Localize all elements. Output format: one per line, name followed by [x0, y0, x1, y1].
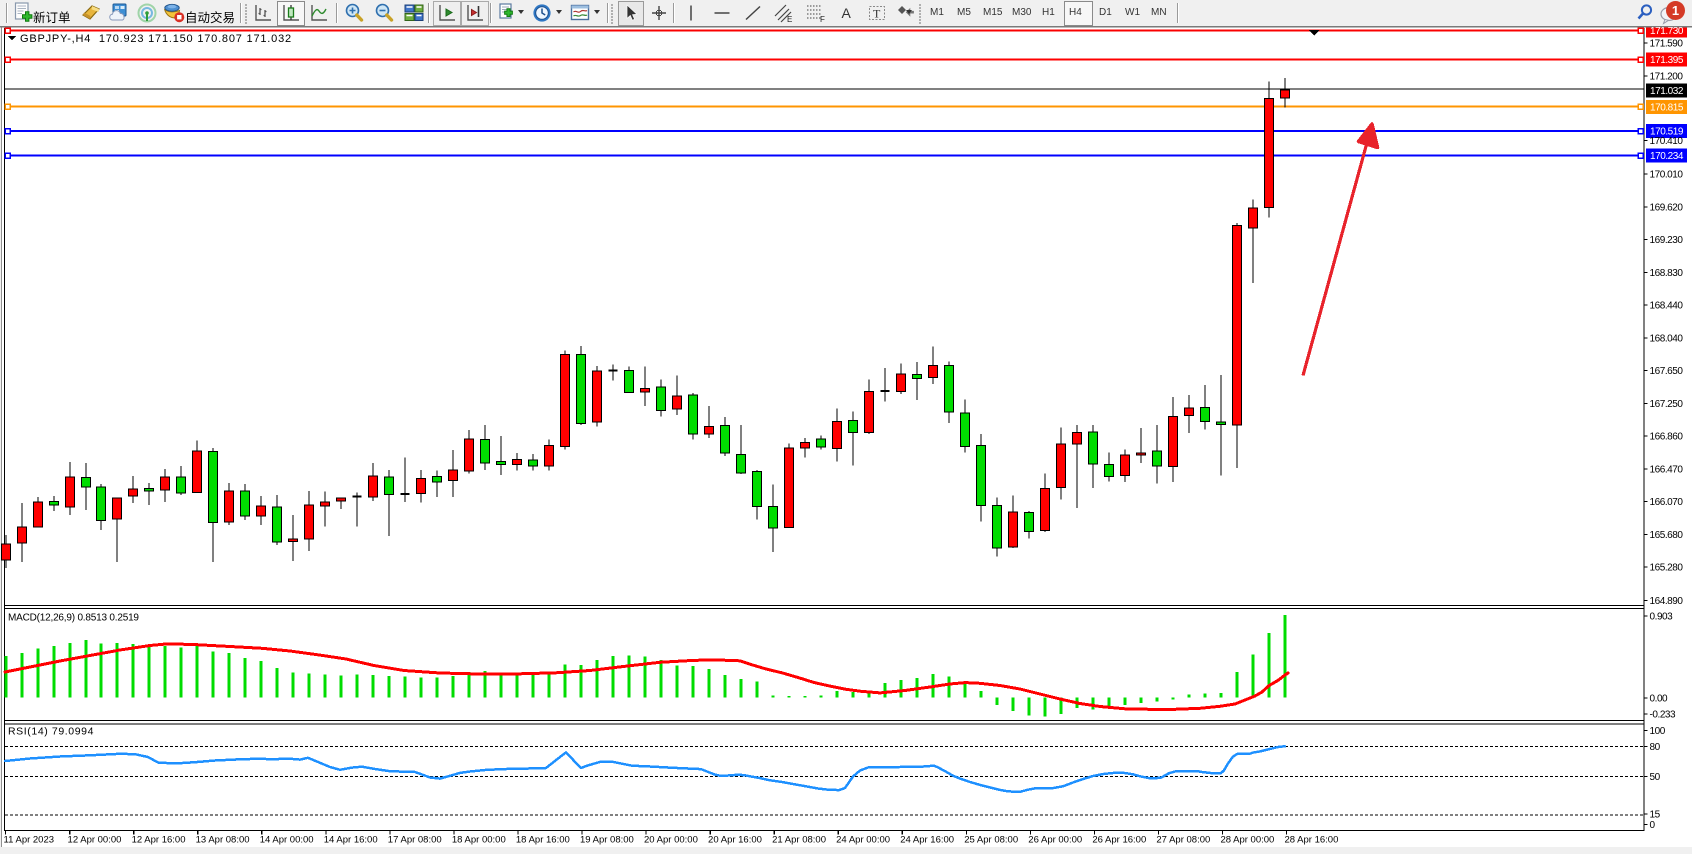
svg-text:RSI(14) 79.0994: RSI(14) 79.0994 [8, 726, 94, 738]
svg-text:171.730: 171.730 [1650, 26, 1684, 37]
svg-text:GBPJPY-,H4 170.923 171.150 17: GBPJPY-,H4 170.923 171.150 170.807 171.0… [20, 33, 292, 45]
svg-text:170.815: 170.815 [1650, 103, 1684, 114]
svg-text:18 Apr 00:00: 18 Apr 00:00 [452, 835, 506, 846]
svg-text:14 Apr 16:00: 14 Apr 16:00 [324, 835, 378, 846]
svg-text:167.250: 167.250 [1650, 399, 1684, 410]
svg-text:11 Apr 2023: 11 Apr 2023 [4, 835, 55, 846]
svg-text:0: 0 [1650, 820, 1656, 831]
svg-text:26 Apr 16:00: 26 Apr 16:00 [1092, 835, 1146, 846]
svg-text:19 Apr 08:00: 19 Apr 08:00 [580, 835, 634, 846]
svg-text:T: T [873, 7, 881, 21]
svg-text:A: A [842, 5, 852, 21]
svg-text:0.00: 0.00 [1650, 694, 1669, 705]
svg-text:E: E [787, 15, 792, 23]
svg-text:169.230: 169.230 [1650, 235, 1684, 246]
svg-text:12 Apr 00:00: 12 Apr 00:00 [68, 835, 122, 846]
svg-text:20 Apr 00:00: 20 Apr 00:00 [644, 835, 698, 846]
svg-text:80: 80 [1650, 742, 1661, 753]
svg-text:15: 15 [1650, 810, 1661, 821]
svg-text:168.040: 168.040 [1650, 333, 1684, 344]
svg-text:170.410: 170.410 [1650, 136, 1684, 147]
svg-text:26 Apr 00:00: 26 Apr 00:00 [1028, 835, 1082, 846]
svg-text:164.890: 164.890 [1650, 596, 1684, 607]
svg-text:165.280: 165.280 [1650, 563, 1684, 574]
svg-text:24 Apr 00:00: 24 Apr 00:00 [836, 835, 890, 846]
svg-text:171.200: 171.200 [1650, 72, 1684, 83]
svg-text:14 Apr 00:00: 14 Apr 00:00 [260, 835, 314, 846]
svg-text:166.070: 166.070 [1650, 497, 1684, 508]
svg-text:27 Apr 08:00: 27 Apr 08:00 [1156, 835, 1210, 846]
svg-text:170.519: 170.519 [1650, 127, 1684, 138]
svg-text:12 Apr 16:00: 12 Apr 16:00 [132, 835, 186, 846]
svg-text:166.470: 166.470 [1650, 464, 1684, 475]
svg-text:165.680: 165.680 [1650, 530, 1684, 541]
svg-text:100: 100 [1650, 726, 1666, 737]
svg-text:168.440: 168.440 [1650, 301, 1684, 312]
svg-text:F: F [820, 15, 825, 23]
svg-text:168.830: 168.830 [1650, 268, 1684, 279]
svg-text:25 Apr 08:00: 25 Apr 08:00 [964, 835, 1018, 846]
svg-text:0.903: 0.903 [1650, 612, 1674, 623]
svg-text:-0.233: -0.233 [1650, 710, 1677, 721]
svg-text:170.234: 170.234 [1650, 151, 1684, 162]
svg-text:20 Apr 16:00: 20 Apr 16:00 [708, 835, 762, 846]
svg-text:171.395: 171.395 [1650, 55, 1684, 66]
svg-text:167.650: 167.650 [1650, 366, 1684, 377]
svg-text:21 Apr 08:00: 21 Apr 08:00 [772, 835, 826, 846]
svg-text:169.620: 169.620 [1650, 202, 1684, 213]
svg-text:171.590: 171.590 [1650, 39, 1684, 50]
svg-text:13 Apr 08:00: 13 Apr 08:00 [196, 835, 250, 846]
svg-text:50: 50 [1650, 772, 1661, 783]
svg-text:171.032: 171.032 [1650, 86, 1684, 97]
svg-text:166.860: 166.860 [1650, 432, 1684, 443]
svg-text:24 Apr 16:00: 24 Apr 16:00 [900, 835, 954, 846]
svg-text:MACD(12,26,9) 0.8513 0.2519: MACD(12,26,9) 0.8513 0.2519 [8, 613, 139, 624]
svg-text:28 Apr 00:00: 28 Apr 00:00 [1220, 835, 1274, 846]
svg-text:170.010: 170.010 [1650, 170, 1684, 181]
svg-text:28 Apr 16:00: 28 Apr 16:00 [1285, 835, 1339, 846]
svg-text:18 Apr 16:00: 18 Apr 16:00 [516, 835, 570, 846]
svg-text:17 Apr 08:00: 17 Apr 08:00 [388, 835, 442, 846]
